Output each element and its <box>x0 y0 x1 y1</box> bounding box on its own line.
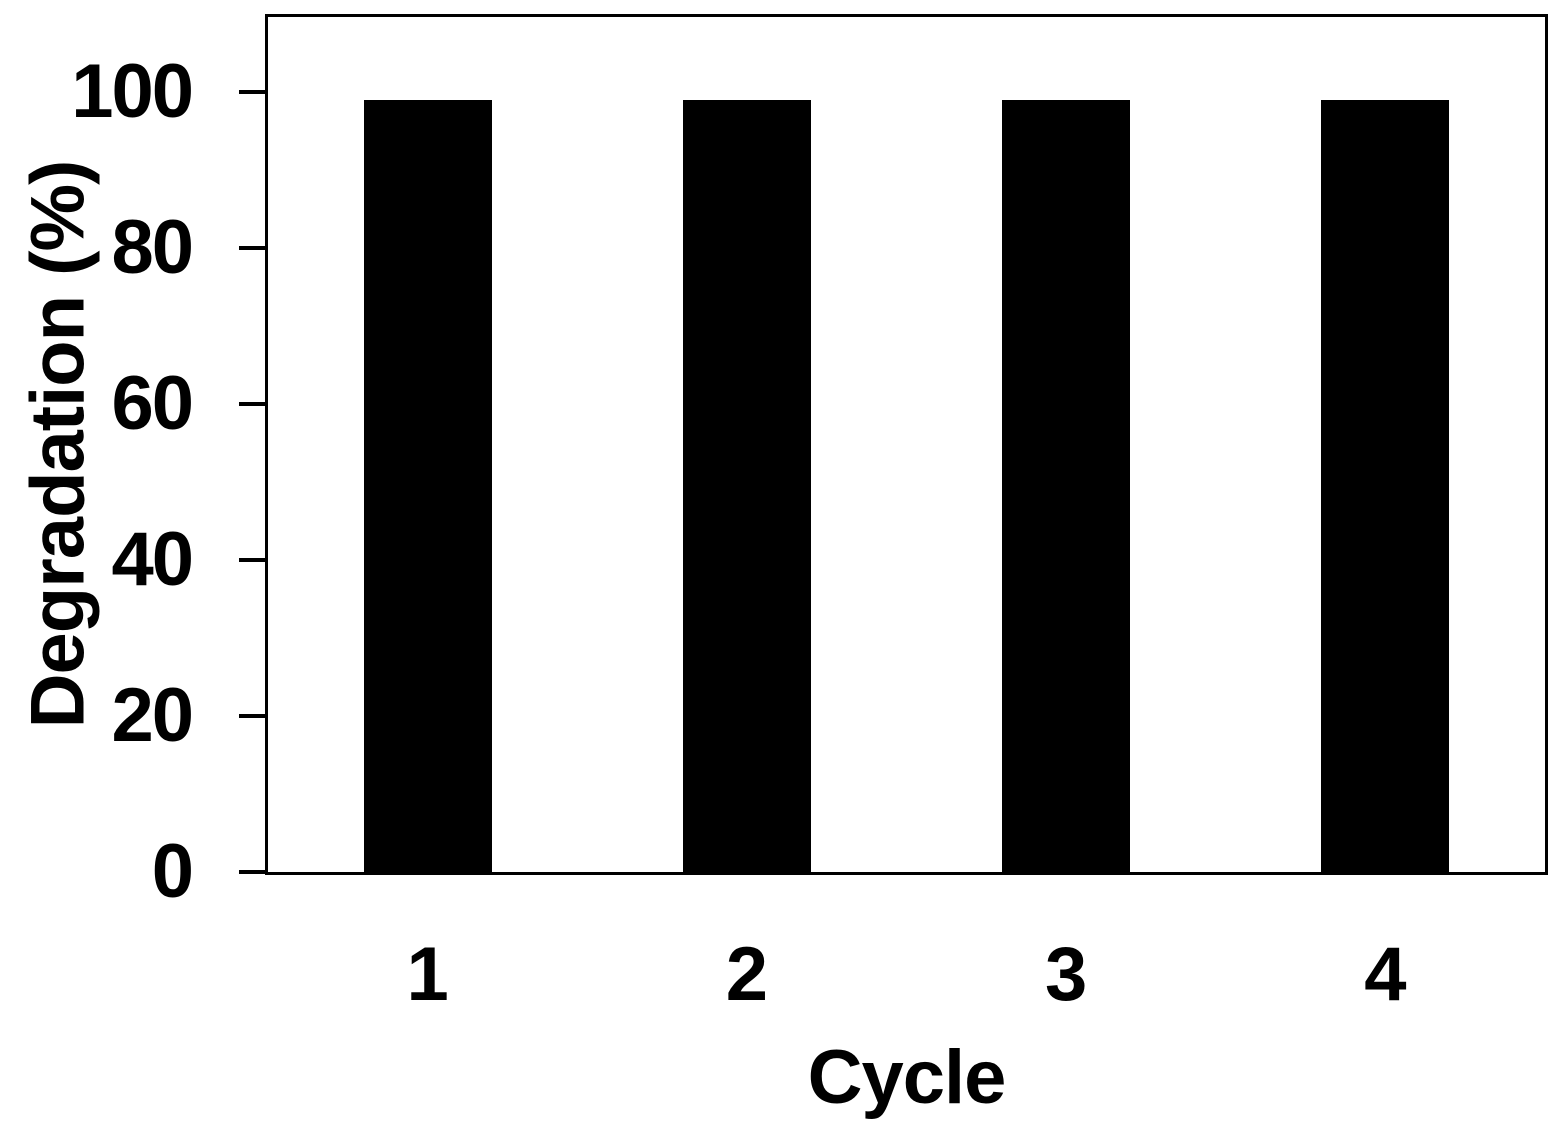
x-tick-label: 2 <box>725 932 769 1017</box>
y-tick-label: 40 <box>111 517 194 602</box>
x-tick-label: 1 <box>406 932 449 1017</box>
y-tick-label: 20 <box>111 673 194 758</box>
y-tick-mark <box>239 402 265 406</box>
x-axis-labels: 1 2 3 4 <box>268 935 1545 1015</box>
bar-cycle-1 <box>363 99 492 872</box>
x-tick-label: 3 <box>1044 932 1088 1017</box>
y-tick-mark <box>239 870 265 874</box>
y-tick-label: 100 <box>71 49 194 134</box>
y-tick-mark <box>239 558 265 562</box>
y-tick-mark <box>239 714 265 718</box>
y-tick-label: 0 <box>151 829 194 914</box>
y-tick-label: 60 <box>111 361 194 446</box>
bar-cycle-3 <box>1002 99 1131 872</box>
bar-cycle-4 <box>1321 99 1450 872</box>
bars-layer <box>268 17 1545 872</box>
x-axis-title: Cycle <box>265 1030 1548 1125</box>
y-tick-mark <box>239 246 265 250</box>
y-tick-label: 80 <box>111 205 194 290</box>
x-axis-title-text: Cycle <box>807 1035 1007 1120</box>
bar-cycle-2 <box>682 99 811 872</box>
y-tick-mark <box>239 90 265 94</box>
x-tick-label: 4 <box>1364 932 1407 1017</box>
